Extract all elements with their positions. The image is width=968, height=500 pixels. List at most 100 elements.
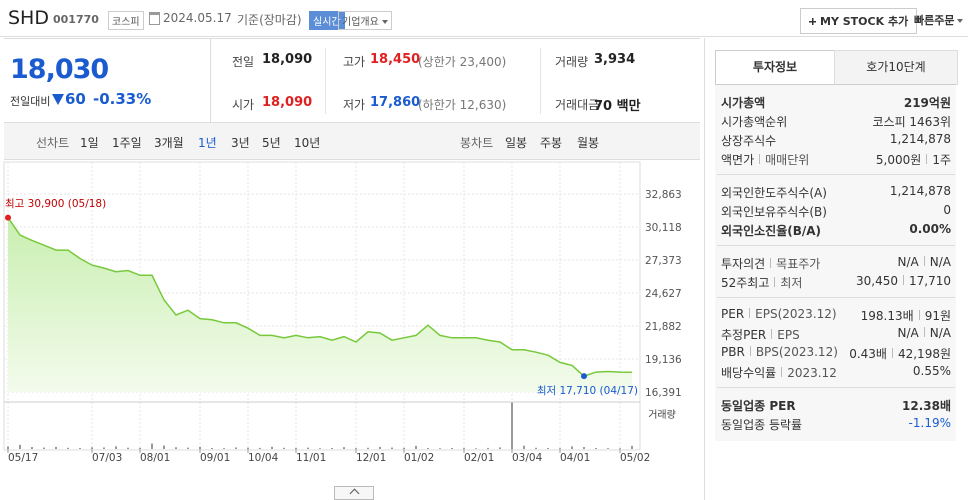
period-tab[interactable]: 1일: [80, 136, 99, 150]
candle-tab[interactable]: 월봉: [577, 136, 600, 150]
divider: [540, 48, 541, 114]
info-label-part: 투자의견: [721, 257, 766, 271]
down-arrow: [52, 94, 64, 105]
volume-bar: [439, 448, 441, 449]
line-chart-label: 선차트: [36, 136, 70, 150]
candle-tab[interactable]: 일봉: [505, 136, 528, 150]
info-value-part: N/A: [897, 255, 919, 269]
summary-value: 18,090: [262, 95, 313, 110]
info-tab[interactable]: 투자정보: [715, 50, 835, 84]
info-label: 액면가 매매단위: [721, 151, 809, 168]
info-row: 외국인보유주식수(B) 0: [721, 203, 951, 222]
info-row: 투자의견 목표주가 N/A N/A: [721, 255, 951, 274]
divider: [210, 38, 211, 122]
change-pct: -0.33%: [93, 90, 152, 108]
volume-bar: [55, 446, 57, 449]
separator: [781, 367, 783, 377]
volume-bar: [559, 448, 561, 449]
y-tick-label: 16,391: [645, 387, 682, 399]
info-label: PBR BPS(2023.12): [721, 345, 838, 359]
volume-bar: [259, 447, 261, 449]
info-row: 동일업종 등락률 -1.19%: [721, 416, 951, 435]
candle-tab[interactable]: 주봉: [540, 136, 563, 150]
y-tick-label: 30,118: [645, 222, 682, 234]
info-row: 추정PER EPS N/A N/A: [721, 326, 951, 345]
summary-label: 거래량: [555, 55, 589, 69]
change: 60: [65, 90, 86, 108]
info-label-part: 최저: [780, 276, 803, 290]
separator: [774, 277, 776, 287]
plot-frame: [3, 161, 641, 451]
info-value: 0: [943, 203, 951, 217]
volume-bar: [475, 448, 477, 449]
separator: [926, 154, 928, 164]
info-value-part: N/A: [929, 255, 951, 269]
info-row: PER EPS(2023.12) 198.13배 91원: [721, 307, 951, 326]
x-tick-label: 01/02: [404, 452, 434, 464]
period-tab[interactable]: 5년: [262, 136, 281, 150]
collapse-button[interactable]: [334, 486, 374, 500]
info-label: 투자의견 목표주가: [721, 255, 820, 272]
info-row: 52주최고 최저 30,450 17,710: [721, 274, 951, 293]
info-label: 시가총액: [721, 94, 765, 111]
market-badge: 코스피: [108, 11, 144, 30]
info-value-part: 17,710: [909, 274, 951, 288]
info-row: 외국인소진율(B/A) 0.00%: [721, 222, 951, 241]
info-label-part: PER: [721, 307, 745, 321]
stock-code: 001770: [53, 13, 99, 26]
volume-bar: [151, 443, 153, 449]
my-stock-button[interactable]: MY STOCK 추가: [800, 8, 918, 34]
separator: [923, 327, 925, 337]
volume-bar: [67, 447, 69, 449]
volume-bar: [235, 447, 237, 449]
volume-bar: [139, 447, 141, 449]
info-label-part: 외국인한도주식수(A): [721, 186, 827, 200]
info-value-part: N/A: [929, 326, 951, 340]
current-price: 18,030: [10, 54, 109, 85]
period-tab[interactable]: 3년: [231, 136, 250, 150]
info-label-part: 동일업종 PER: [721, 399, 796, 413]
summary-label: 전일: [232, 55, 255, 69]
volume-bar: [7, 446, 9, 449]
info-label-part: 상장주식수: [721, 134, 777, 148]
info-label-part: EPS(2023.12): [755, 307, 837, 321]
summary-value: 17,860: [370, 95, 421, 110]
volume-bar: [379, 446, 381, 449]
high-marker: [5, 214, 11, 221]
info-label: 외국인소진율(B/A): [721, 222, 821, 239]
period-tab[interactable]: 3개월: [154, 136, 184, 150]
volume-bar: [571, 446, 573, 449]
info-row: 시가총액 219억원: [721, 94, 951, 113]
info-row: 시가총액순위 코스피 1463위: [721, 113, 951, 132]
info-value-part: 0.43배: [849, 347, 887, 361]
volume-bar: [535, 447, 537, 449]
period-tab[interactable]: 1년: [198, 136, 217, 150]
overview-button[interactable]: 기업개요: [338, 11, 392, 30]
info-value: 0.00%: [909, 222, 951, 236]
info-label: 52주최고 최저: [721, 274, 802, 291]
separator: [891, 348, 893, 358]
volume-bar: [451, 447, 453, 449]
info-label: 시가총액순위: [721, 113, 787, 130]
info-label-part: 목표주가: [776, 257, 821, 271]
period-tab[interactable]: 1주일: [112, 136, 142, 150]
x-tick-label: 05/17: [8, 452, 38, 464]
divider: [717, 245, 955, 246]
info-value-part: 0.00%: [909, 222, 951, 236]
period-tab[interactable]: 10년: [294, 136, 321, 150]
info-value-part: 1주: [932, 153, 951, 167]
info-value: 30,450 17,710: [856, 274, 951, 288]
info-row: 액면가 매매단위 5,000원 1주: [721, 151, 951, 170]
summary-value: 70 백만: [594, 99, 641, 114]
separator: [749, 308, 751, 318]
quick-order[interactable]: 빠른주문: [914, 12, 964, 28]
volume-bar: [307, 447, 309, 449]
y-tick-label: 32,863: [645, 189, 682, 201]
info-tab[interactable]: 호가10단계: [834, 50, 958, 85]
stock-name: SHD: [8, 7, 49, 29]
summary-value: 18,450: [370, 52, 421, 67]
info-value-part: 코스피 1463위: [872, 115, 951, 129]
separator: [759, 154, 761, 164]
summary-label: 시가: [232, 98, 255, 112]
